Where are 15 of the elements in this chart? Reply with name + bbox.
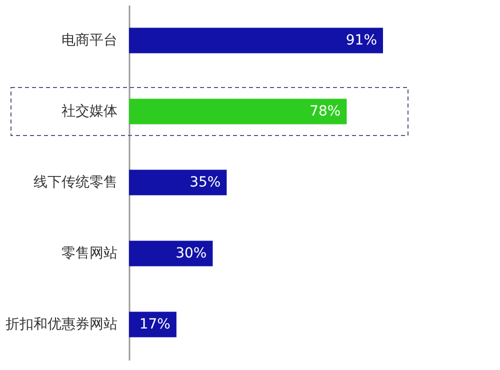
- bar: [129, 312, 176, 338]
- data-label: 78%: [310, 104, 341, 120]
- data-label: 30%: [176, 246, 207, 262]
- bar: [129, 240, 213, 266]
- data-label: 91%: [346, 32, 377, 48]
- bar: [129, 28, 383, 54]
- bar: [129, 98, 347, 124]
- data-label: 17%: [139, 316, 170, 332]
- y-tick-label: 电商平台: [62, 32, 118, 48]
- y-tick-label: 社交媒体: [62, 104, 118, 120]
- data-label: 35%: [190, 174, 221, 190]
- y-tick-label: 零售网站: [62, 246, 118, 262]
- y-tick-label: 折扣和优惠券网站: [6, 316, 118, 332]
- bar: [129, 170, 227, 196]
- y-tick-label: 线下传统零售: [34, 174, 118, 190]
